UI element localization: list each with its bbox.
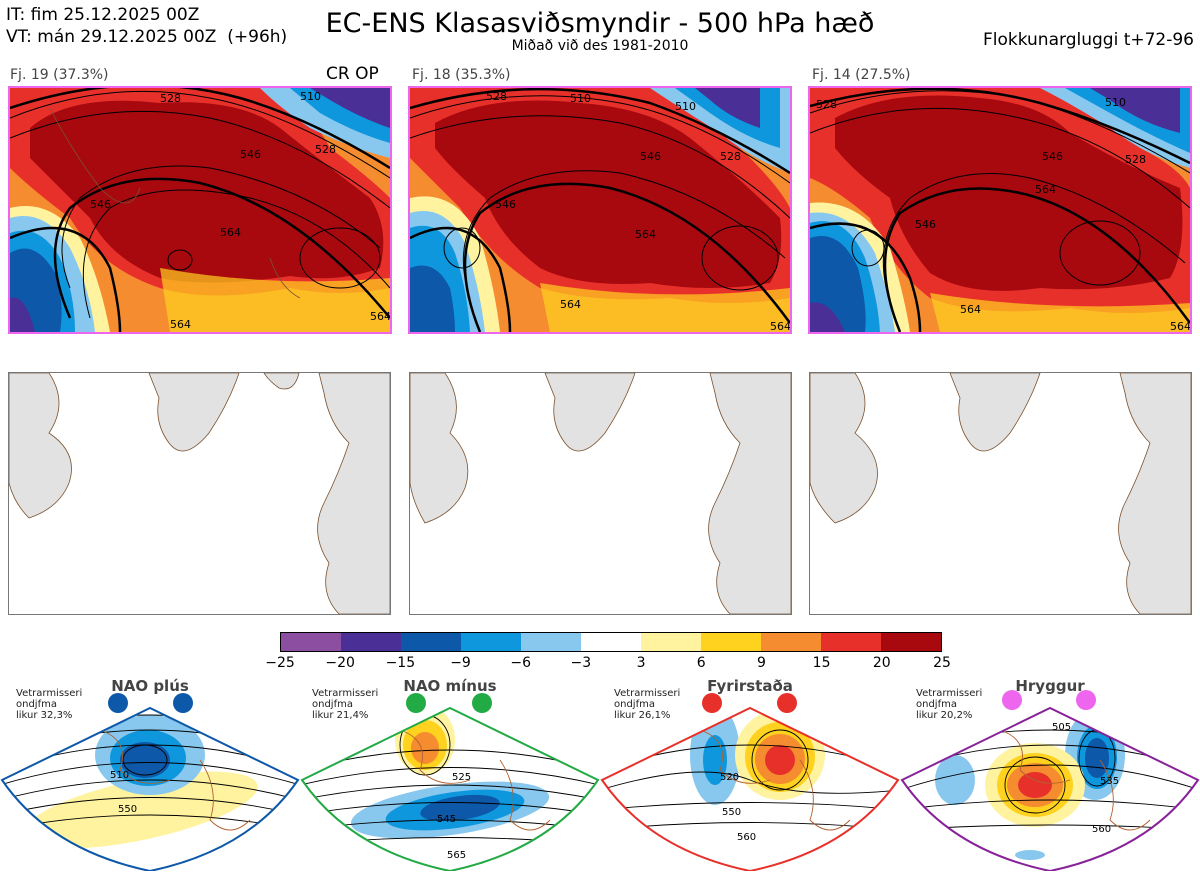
c3-contour-2: 510 [1105, 96, 1126, 109]
regime-2-dot [472, 693, 492, 713]
empty-map-2[interactable] [409, 372, 792, 615]
c2-contour-5: 528 [720, 150, 741, 163]
regime-3-title: Fyrirstaða [707, 677, 793, 695]
regime-1-contour: 550 [118, 804, 137, 815]
colorbar-bin-5 [521, 633, 581, 651]
regime-2-contour: 525 [452, 772, 471, 783]
cluster-1-tag: CR OP [326, 64, 379, 84]
colorbar-tick: −6 [510, 655, 532, 671]
c1-contour-5: 546 [90, 198, 111, 211]
regime-3-dot [777, 693, 797, 713]
cluster-1-map[interactable]: 528 510 546 528 546 564 564 564 [8, 86, 392, 334]
regime-4-info: Vetrarmisseri ondjfma likur 20,2% [916, 688, 983, 721]
colorbar-tick: 20 [872, 655, 891, 671]
colorbar-tick: 15 [812, 655, 831, 671]
regime-3-contour: 560 [737, 832, 756, 843]
regime-2-contour: 565 [447, 850, 466, 861]
regime-1-dot [108, 693, 128, 713]
c1-contour-3: 546 [240, 148, 261, 161]
page-subtitle: Miðað við des 1981-2010 [511, 38, 689, 54]
regime-3-contour: 550 [722, 807, 741, 818]
regime-4-contour: 560 [1092, 824, 1111, 835]
regime-3-dot [702, 693, 722, 713]
empty-map-1[interactable] [8, 372, 391, 615]
colorbar-bin-8 [701, 633, 761, 651]
c1-contour-7: 564 [170, 318, 191, 331]
regime-2-title: NAO mínus [403, 677, 497, 695]
page-title: EC-ENS Klasasviðsmyndir - 500 hPa hæð [325, 8, 875, 39]
regime-3-map[interactable]: 520 550 560 [600, 700, 900, 873]
c3-contour-8: 564 [1170, 320, 1190, 332]
cluster-2-map[interactable]: 510 528 510 546 528 546 564 564 564 [408, 86, 792, 334]
colorbar-bin-10 [821, 633, 881, 651]
c3-contour-1: 528 [816, 98, 837, 111]
c1-contour-8: 564 [370, 310, 390, 323]
colorbar-bin-1 [281, 633, 341, 651]
c2-contour-7: 564 [635, 228, 656, 241]
colorbar-tick: 6 [696, 655, 706, 671]
colorbar-tick: −3 [570, 655, 592, 671]
valid-time: VT: mán 29.12.2025 00Z (+96h) [6, 27, 288, 47]
regime-1-contour: 510 [110, 770, 129, 781]
colorbar-bin-4 [461, 633, 521, 651]
c2-contour-2: 528 [486, 90, 507, 103]
cluster-3-map[interactable]: 528 510 546 528 546 564 564 564 [808, 86, 1192, 334]
regime-2-map[interactable]: 525 545 565 [300, 700, 600, 873]
init-time: IT: fim 25.12.2025 00Z [6, 5, 200, 25]
colorbar-bin-3 [401, 633, 461, 651]
regime-2-dot [406, 693, 426, 713]
cluster-3-label: Fj. 14 (27.5%) [812, 67, 911, 83]
cluster-2-label: Fj. 18 (35.3%) [412, 67, 511, 83]
c2-contour-6: 546 [495, 198, 516, 211]
regime-3-contour: 520 [720, 772, 739, 783]
cluster-1-label: Fj. 19 (37.3%) [10, 67, 109, 83]
c1-contour-6: 564 [220, 226, 241, 239]
colorbar-bin-11 [881, 633, 941, 651]
c3-contour-6: 564 [1035, 183, 1056, 196]
regime-1-title: NAO plús [111, 677, 189, 695]
colorbar-tick: 25 [933, 655, 951, 671]
regime-2-contour: 545 [437, 814, 456, 825]
colorbar-bin-2 [341, 633, 401, 651]
c1-contour-2: 510 [300, 90, 321, 103]
regime-4-contour: 535 [1100, 776, 1119, 787]
c2-contour-3: 510 [675, 100, 696, 113]
c3-contour-4: 528 [1125, 153, 1146, 166]
c2-contour-9: 564 [770, 320, 790, 332]
regime-4-contour: 505 [1052, 722, 1071, 733]
empty-map-3[interactable] [809, 372, 1192, 615]
regime-4-dot [1076, 690, 1096, 710]
c2-contour-4: 546 [640, 150, 661, 163]
colorbar-ticks: −25 −20 −15 −9 −6 −3 3 6 9 15 20 25 [265, 655, 951, 673]
colorbar-bin-9 [761, 633, 821, 651]
colorbar-tick: −25 [265, 655, 295, 671]
c2-contour-1: 510 [570, 92, 591, 105]
regime-4-title: Hryggur [1015, 677, 1085, 695]
c2-contour-8: 564 [560, 298, 581, 311]
regime-3-info: Vetrarmisseri ondjfma likur 26,1% [614, 688, 681, 721]
colorbar-bin-7 [641, 633, 701, 651]
c3-contour-3: 546 [1042, 150, 1063, 163]
regime-2-info: Vetrarmisseri ondjfma likur 21,4% [312, 688, 379, 721]
regime-4-map[interactable]: 505 535 560 [900, 700, 1200, 873]
header-times: IT: fim 25.12.2025 00Z VT: mán 29.12.2025… [6, 4, 287, 48]
colorbar-tick: 9 [756, 655, 766, 671]
colorbar-tick: 3 [636, 655, 646, 671]
classification-window: Flokkunargluggi t+72-96 [982, 30, 1194, 50]
colorbar-tick: −15 [385, 655, 416, 671]
colorbar-bin-6 [581, 633, 641, 651]
colorbar [280, 632, 942, 652]
c3-contour-5: 546 [915, 218, 936, 231]
colorbar-tick: −20 [325, 655, 355, 671]
colorbar-tick: −9 [450, 655, 471, 671]
c3-contour-7: 564 [960, 303, 981, 316]
regime-4-dot [1002, 690, 1022, 710]
regime-1-dot [173, 693, 193, 713]
regime-1-info: Vetrarmisseri ondjfma likur 32,3% [16, 688, 83, 721]
c1-contour-4: 528 [315, 143, 336, 156]
regime-1-map[interactable]: 510 550 [0, 700, 300, 873]
c1-contour-1: 528 [160, 92, 181, 105]
